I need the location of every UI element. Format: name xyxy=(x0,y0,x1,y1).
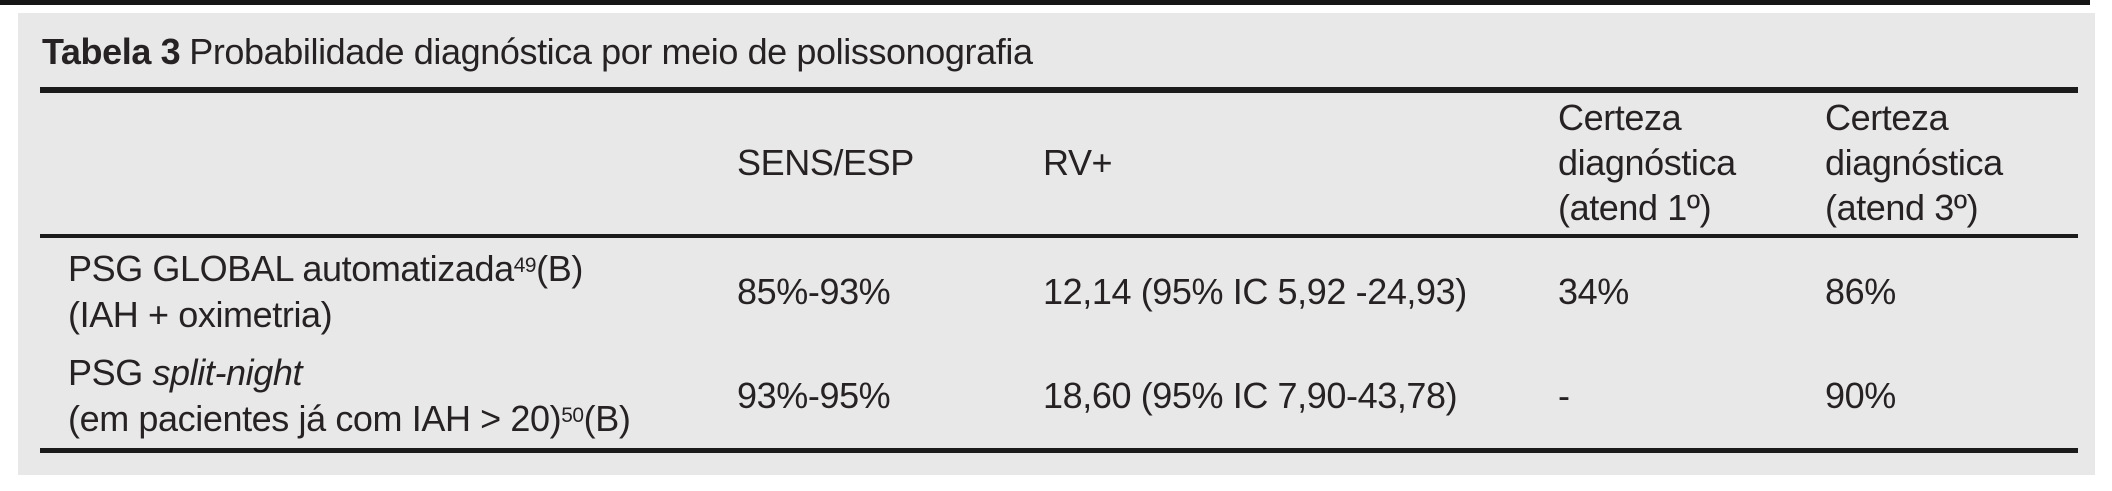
caption-text: Probabilidade diagnóstica por meio de po… xyxy=(189,31,1033,72)
row-label-text: PSG xyxy=(68,352,153,393)
table-row-psg-split-night: PSG split-night (em pacientes já com IAH… xyxy=(40,348,2078,453)
header-line: diagnóstica xyxy=(1825,142,2003,183)
cell-certeza-atend-1: - xyxy=(1558,348,1825,453)
header-line: Certeza xyxy=(1825,97,1949,138)
cell-certeza-atend-1: 34% xyxy=(1558,271,1629,312)
table-card: Tabela 3 Probabilidade diagnóstica por me… xyxy=(18,13,2095,475)
column-header-rv-plus: RV+ xyxy=(1043,87,1558,238)
table-content: Tabela 3 Probabilidade diagnóstica por me… xyxy=(40,13,2078,453)
column-header-certeza-atend-3: Certeza diagnóstica (atend 3º) xyxy=(1825,87,2078,238)
evidence-grade: (B) xyxy=(583,398,631,439)
row-label-line-2: (IAH + oximetria) xyxy=(68,294,333,335)
cell-sens-esp: 93%-95% xyxy=(737,348,1043,453)
evidence-grade: (B) xyxy=(536,248,583,289)
table-caption: Tabela 3 Probabilidade diagnóstica por me… xyxy=(42,29,2078,75)
row-label-text: (em pacientes já com IAH > 20) xyxy=(68,398,562,439)
reference-superscript: 49 xyxy=(513,253,537,277)
cell-certeza-atend-3: 86% xyxy=(1825,271,1896,312)
cell-sens-esp: 85%-93% xyxy=(737,271,891,312)
reference-superscript: 50 xyxy=(561,403,584,427)
header-line: RV+ xyxy=(1043,142,1113,183)
row-label-line-2: (em pacientes já com IAH > 20)50(B) xyxy=(68,396,737,442)
scan-edge-artifact xyxy=(0,0,2090,5)
header-line: Certeza xyxy=(1558,97,1682,138)
cell-rv-plus: 18,60 (95% IC 7,90-43,78) xyxy=(1043,348,1558,453)
header-line: diagnóstica xyxy=(1558,142,1736,183)
header-line: (atend 1º) xyxy=(1558,187,1712,228)
column-header-sens-esp: SENS/ESP xyxy=(737,87,1043,238)
row-label-text: PSG GLOBAL automatizada xyxy=(68,248,514,289)
table-row-psg-global: PSG GLOBAL automatizada49(B) (IAH + oxim… xyxy=(40,236,2078,348)
row-label-psg-global: PSG GLOBAL automatizada49(B) (IAH + oxim… xyxy=(40,236,737,348)
diagnostic-probability-table: SENS/ESP RV+ Certeza diagnóstica (atend … xyxy=(40,87,2078,453)
row-label-line-1: PSG split-night xyxy=(68,350,737,396)
cell-rv-plus: 12,14 (95% IC 5,92 -24,93) xyxy=(1043,271,1467,312)
cell-certeza-atend-3: 90% xyxy=(1825,348,2078,453)
row-label-italic-term: split-night xyxy=(152,352,303,393)
header-line: SENS/ESP xyxy=(737,142,914,183)
row-label-psg-split-night: PSG split-night (em pacientes já com IAH… xyxy=(40,348,737,453)
column-header-certeza-atend-1: Certeza diagnóstica (atend 1º) xyxy=(1558,87,1825,238)
row-label-line-1: PSG GLOBAL automatizada49(B) xyxy=(68,246,737,292)
header-row: SENS/ESP RV+ Certeza diagnóstica (atend … xyxy=(40,87,2078,238)
column-header-procedure xyxy=(40,87,737,238)
caption-label: Tabela 3 xyxy=(42,31,181,72)
header-line: (atend 3º) xyxy=(1825,187,1979,228)
